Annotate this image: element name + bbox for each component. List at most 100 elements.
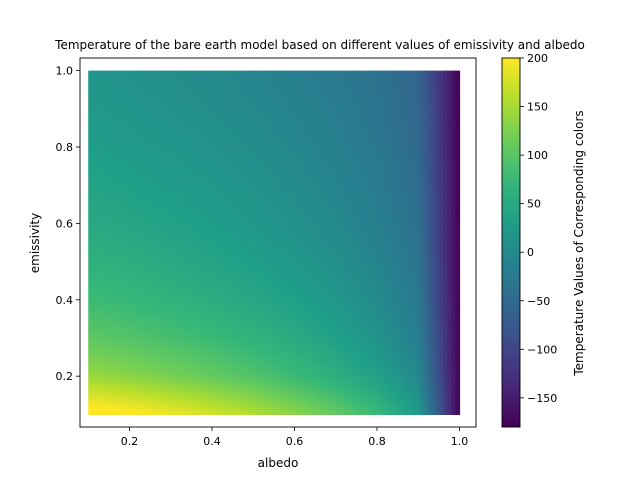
heatmap-cell: [418, 257, 423, 263]
heatmap-cell: [302, 196, 308, 202]
heatmap-cell: [344, 261, 349, 267]
heatmap-cell: [121, 120, 126, 125]
heatmap-cell: [401, 162, 407, 167]
heatmap-cell: [228, 200, 234, 205]
heatmap-cell: [278, 127, 283, 133]
heatmap-cell: [410, 166, 415, 171]
heatmap-cell: [129, 185, 135, 190]
heatmap-cell: [298, 116, 304, 121]
heatmap-cell: [434, 253, 440, 259]
heatmap-cell: [438, 219, 444, 224]
heatmap-cell: [418, 276, 423, 282]
heatmap-cell: [261, 70, 267, 76]
heatmap-cell: [265, 269, 271, 274]
heatmap-cell: [331, 192, 337, 198]
heatmap-cell: [335, 231, 341, 236]
heatmap-cell: [278, 120, 283, 125]
heatmap-cell: [405, 150, 411, 156]
heatmap-cell: [253, 173, 258, 179]
heatmap-cell: [422, 162, 428, 167]
heatmap-cell: [195, 219, 201, 224]
heatmap-cell: [368, 253, 374, 259]
heatmap-cell: [257, 265, 263, 270]
heatmap-cell: [166, 93, 172, 98]
heatmap-cell: [286, 257, 291, 263]
heatmap-cell: [121, 173, 126, 179]
heatmap-cell: [401, 147, 407, 152]
heatmap-cell: [327, 223, 333, 228]
heatmap-cell: [253, 82, 258, 87]
heatmap-cell: [162, 200, 168, 205]
heatmap-cell: [162, 85, 168, 91]
heatmap-cell: [207, 261, 213, 267]
heatmap-cell: [129, 143, 135, 148]
heatmap-cell: [104, 200, 110, 205]
heatmap-cell: [455, 265, 461, 270]
heatmap-cell: [257, 238, 263, 244]
heatmap-cell: [265, 273, 271, 278]
heatmap-cell: [216, 74, 221, 79]
heatmap-cell: [377, 116, 382, 121]
heatmap-cell: [344, 97, 349, 102]
heatmap-cell: [385, 101, 390, 106]
heatmap-cell: [265, 127, 271, 133]
heatmap-cell: [121, 242, 126, 247]
heatmap-cell: [92, 196, 98, 202]
heatmap-cell: [150, 116, 155, 121]
heatmap-cell: [141, 196, 147, 202]
heatmap-cell: [393, 127, 399, 133]
heatmap-cell: [166, 173, 172, 179]
heatmap-cell: [438, 215, 444, 221]
heatmap-cell: [261, 185, 267, 190]
heatmap-cell: [269, 78, 275, 83]
heatmap-cell: [401, 89, 407, 95]
heatmap-cell: [364, 196, 370, 202]
heatmap-cell: [422, 265, 428, 270]
heatmap-cell: [228, 231, 234, 236]
heatmap-cell: [290, 116, 296, 121]
heatmap-cell: [290, 104, 296, 110]
heatmap-cell: [418, 234, 423, 240]
heatmap-cell: [306, 108, 312, 114]
heatmap-cell: [393, 177, 399, 182]
heatmap-cell: [455, 85, 461, 91]
heatmap-cell: [418, 147, 423, 152]
heatmap-cell: [108, 158, 114, 163]
heatmap-cell: [438, 150, 444, 156]
heatmap-cell: [414, 108, 419, 114]
heatmap-cell: [447, 93, 452, 98]
heatmap-cell: [96, 211, 102, 217]
heatmap-cell: [335, 189, 341, 194]
heatmap-cell: [212, 101, 217, 106]
heatmap-cell: [220, 101, 225, 106]
heatmap-cell: [335, 108, 341, 114]
heatmap-cell: [199, 257, 205, 263]
heatmap-cell: [183, 135, 188, 140]
heatmap-cell: [294, 104, 300, 110]
heatmap-cell: [302, 185, 308, 190]
heatmap-cell: [261, 223, 267, 228]
heatmap-cell: [162, 166, 168, 171]
heatmap-cell: [249, 253, 254, 259]
heatmap-cell: [183, 85, 188, 91]
heatmap-cell: [141, 253, 147, 259]
heatmap-cell: [401, 78, 407, 83]
heatmap-cell: [356, 189, 362, 194]
heatmap-cell: [282, 253, 287, 259]
heatmap-cell: [108, 177, 114, 182]
heatmap-cell: [360, 147, 366, 152]
heatmap-cell: [323, 112, 329, 118]
heatmap-cell: [104, 223, 110, 228]
heatmap-cell: [154, 181, 159, 186]
heatmap-cell: [146, 250, 151, 255]
heatmap-cell: [455, 173, 461, 179]
heatmap-cell: [191, 82, 197, 87]
heatmap-cell: [183, 231, 188, 236]
heatmap-cell: [306, 101, 312, 106]
heatmap-cell: [290, 269, 296, 274]
heatmap-cell: [315, 177, 320, 182]
heatmap-cell: [352, 78, 357, 83]
heatmap-cell: [422, 104, 428, 110]
heatmap-cell: [335, 158, 341, 163]
heatmap-cell: [216, 173, 221, 179]
